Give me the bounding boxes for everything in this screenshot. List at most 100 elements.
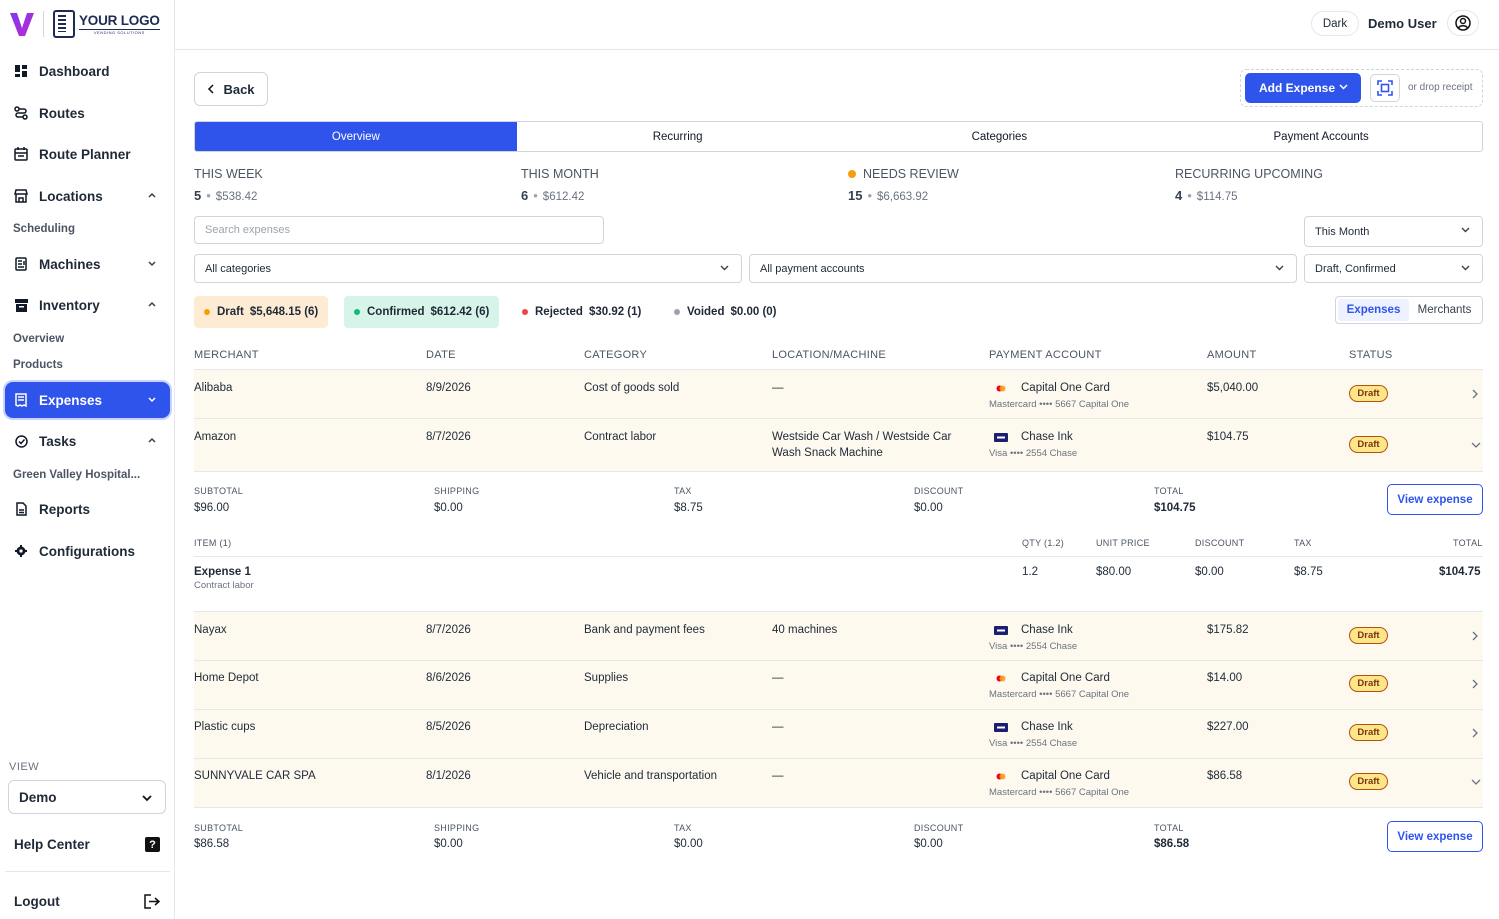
column-header-payment-account[interactable]: PAYMENT ACCOUNT	[989, 349, 1102, 361]
receipt-drop-zone[interactable]	[1240, 69, 1483, 107]
chevron-down-icon	[1461, 265, 1470, 271]
scan-receipt-button[interactable]	[1370, 74, 1400, 102]
detail-label: SUBTOTAL	[194, 823, 244, 833]
dashboard-icon	[14, 64, 28, 78]
inventory-icon	[14, 298, 28, 312]
detail-shipping: $0.00	[434, 502, 463, 514]
nav-machines[interactable]: Machines	[5, 246, 170, 282]
item-category: Contract labor	[194, 580, 254, 591]
nav-configurations[interactable]: Configurations	[5, 533, 170, 569]
row-account-name: Chase Ink	[1021, 624, 1073, 636]
category-select[interactable]: All categories	[194, 254, 742, 283]
nav-sub-products[interactable]: Products	[13, 359, 63, 371]
nav-dashboard[interactable]: Dashboard	[5, 53, 170, 89]
view-select[interactable]: Demo	[8, 780, 166, 814]
table-row[interactable]	[194, 612, 1483, 660]
stat-separator: •	[533, 188, 538, 203]
item-qty: 1.2	[1022, 566, 1038, 578]
nav-route-planner[interactable]: Route Planner	[5, 136, 170, 172]
status-badge: Draft	[1349, 724, 1388, 741]
tab-recurring[interactable]: Recurring	[652, 130, 703, 143]
tab-categories[interactable]: Categories	[971, 130, 1028, 143]
summary-pill-rejected[interactable]: Rejected $30.92 (1)	[512, 296, 651, 328]
column-header-category[interactable]: CATEGORY	[584, 349, 648, 361]
chevron-left-icon	[208, 84, 214, 94]
nav-locations[interactable]: Locations	[5, 178, 170, 214]
nav-inventory-label: Inventory	[39, 297, 100, 313]
nav-sub-scheduling[interactable]: Scheduling	[13, 223, 75, 235]
nav-sub-overview[interactable]: Overview	[13, 333, 65, 345]
detail-discount: $0.00	[914, 502, 943, 514]
chevron-right-icon[interactable]	[1471, 631, 1479, 641]
nav-tasks-label: Tasks	[39, 433, 77, 449]
table-row[interactable]	[194, 661, 1483, 709]
items-header-qty: QTY (1.2)	[1022, 538, 1065, 548]
nav-tasks[interactable]: Tasks	[5, 423, 170, 459]
user-name[interactable]: Demo User	[1368, 16, 1437, 31]
nav-sub-green-valley[interactable]: Green Valley Hospital...	[13, 469, 141, 481]
logo-divider	[43, 11, 44, 37]
item-name: Expense 1	[194, 566, 251, 578]
row-payment: Capital One Card Mastercard •••• 5667 Ca…	[989, 380, 1129, 413]
summary-pill-voided[interactable]: Voided $0.00 (0)	[664, 296, 787, 328]
logout-button[interactable]: Logout	[14, 894, 160, 909]
table-row[interactable]	[194, 759, 1483, 807]
help-center-link[interactable]: Help Center ?	[14, 837, 160, 852]
view-expense-button[interactable]: View expense	[1387, 484, 1483, 515]
summary-pill-draft[interactable]: Draft $5,648.15 (6)	[194, 296, 329, 328]
table-row[interactable]	[194, 710, 1483, 758]
sidebar-divider	[5, 871, 170, 872]
status-badge: Draft	[1349, 627, 1388, 644]
table-row[interactable]	[194, 370, 1483, 418]
gear-icon	[14, 544, 28, 558]
stat-this-week: THIS WEEK 5 • $538.42	[194, 167, 263, 203]
status-badge: Draft	[1349, 436, 1388, 453]
period-select[interactable]: This Month	[1304, 216, 1483, 247]
user-avatar[interactable]	[1447, 10, 1479, 36]
nav-locations-label: Locations	[39, 188, 103, 204]
view-expense-button[interactable]: View expense	[1387, 821, 1483, 852]
chevron-right-icon[interactable]	[1471, 728, 1479, 738]
nav-reports[interactable]: Reports	[5, 491, 170, 527]
app-logo-icon[interactable]	[8, 10, 36, 38]
detail-subtotal: $86.58	[194, 838, 230, 850]
tab-payment-accounts[interactable]: Payment Accounts	[1273, 130, 1369, 143]
check-circle-icon	[14, 434, 28, 448]
tab-overview[interactable]: Overview	[195, 122, 517, 151]
row-date: 8/9/2026	[426, 382, 471, 394]
status-select[interactable]: Draft, Confirmed	[1304, 254, 1483, 283]
row-category: Supplies	[584, 672, 629, 684]
nav-inventory[interactable]: Inventory	[5, 287, 170, 323]
chevron-down-icon[interactable]	[1471, 778, 1481, 786]
row-payment: Chase Ink Visa •••• 2554 Chase	[989, 719, 1077, 752]
detail-label: SHIPPING	[434, 486, 480, 496]
chevron-right-icon[interactable]	[1471, 389, 1479, 399]
item-unit-price: $80.00	[1096, 566, 1132, 578]
summary-pill-confirmed[interactable]: Confirmed $612.42 (6)	[344, 296, 500, 328]
search-input[interactable]: Search expenses	[194, 216, 604, 244]
back-button[interactable]: Back	[194, 72, 268, 106]
stat-needs-review[interactable]: NEEDS REVIEW 15 • $6,663.92	[848, 167, 959, 203]
column-header-amount[interactable]: AMOUNT	[1207, 349, 1257, 361]
toggle-merchants[interactable]: Merchants	[1417, 304, 1472, 316]
stat-separator: •	[867, 188, 873, 203]
toggle-expenses[interactable]: Expenses	[1338, 299, 1409, 321]
top-bar: Dark Demo User	[175, 0, 1499, 50]
theme-toggle-button[interactable]: Dark	[1311, 11, 1359, 36]
nav-routes[interactable]: Routes	[5, 95, 170, 131]
stat-amount: $612.42	[542, 191, 585, 203]
column-header-status[interactable]: STATUS	[1349, 349, 1393, 361]
store-icon	[14, 189, 28, 203]
nav-expenses[interactable]: Expenses	[5, 382, 170, 418]
column-header-merchant[interactable]: MERCHANT	[194, 349, 259, 361]
table-row[interactable]	[194, 419, 1483, 471]
chevron-down-icon	[148, 261, 156, 267]
row-amount: $86.58	[1207, 770, 1243, 782]
account-select[interactable]: All payment accounts	[749, 254, 1297, 283]
add-expense-button[interactable]: Add Expense	[1245, 73, 1361, 103]
chevron-right-icon[interactable]	[1471, 679, 1479, 689]
column-header-location[interactable]: LOCATION/MACHINE	[772, 349, 886, 361]
warning-dot-icon	[848, 170, 856, 178]
column-header-date[interactable]: DATE	[426, 349, 456, 361]
chevron-down-icon[interactable]	[1471, 441, 1481, 449]
